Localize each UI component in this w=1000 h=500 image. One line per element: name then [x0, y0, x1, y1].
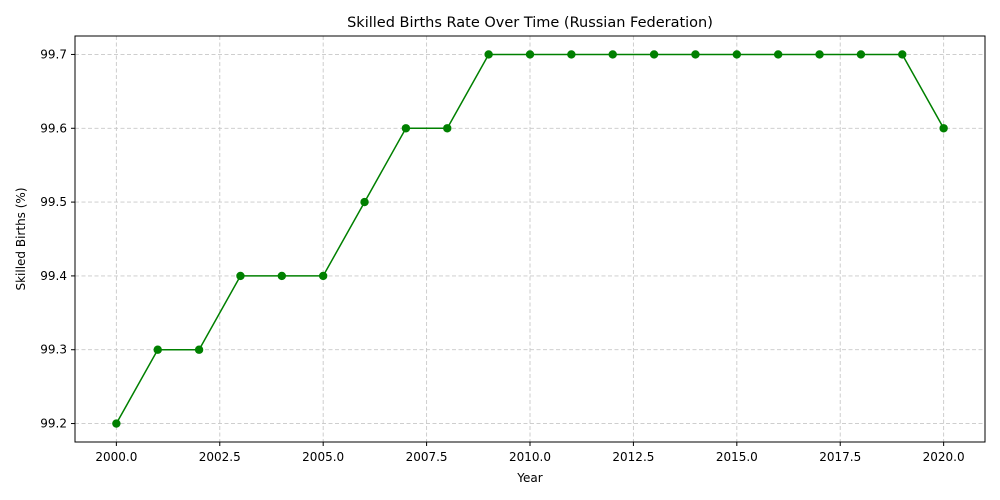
grid [75, 36, 985, 442]
x-tick-label: 2002.5 [199, 450, 241, 464]
data-point [691, 50, 700, 59]
data-point [567, 50, 576, 59]
y-axis: 99.2 99.3 99.4 99.5 99.6 99.7 [40, 47, 75, 431]
series-group [112, 50, 948, 428]
data-point [153, 345, 162, 354]
data-point [318, 271, 328, 281]
y-tick-label: 99.7 [40, 47, 67, 61]
data-point [525, 50, 535, 59]
data-point [236, 271, 245, 281]
data-point [112, 419, 121, 428]
y-tick-label: 99.5 [40, 195, 67, 209]
x-tick-label: 2017.5 [819, 450, 861, 464]
y-tick-label: 99.6 [40, 121, 67, 135]
y-tick-label: 99.2 [40, 417, 67, 431]
chart-title: Skilled Births Rate Over Time (Russian F… [347, 15, 713, 31]
x-axis: 2000.0 2002.5 2005.0 2007.5 2010.0 2012.5 2015… [95, 442, 965, 464]
y-axis-label: Skilled Births (%) [14, 187, 28, 290]
x-axis-label: Year [516, 471, 542, 485]
data-point [815, 50, 824, 59]
data-point [194, 345, 204, 354]
data-point [939, 124, 948, 133]
x-tick-label: 2012.5 [612, 450, 654, 464]
x-tick-label: 2007.5 [406, 450, 448, 464]
x-tick-label: 2015.0 [716, 450, 758, 464]
x-tick-label: 2020.0 [923, 450, 965, 464]
x-tick-label: 2000.0 [95, 450, 137, 464]
y-tick-label: 99.4 [40, 269, 67, 283]
data-point [898, 50, 907, 59]
data-point [608, 50, 617, 59]
data-point [856, 50, 866, 59]
data-point [277, 271, 287, 281]
x-tick-label: 2005.0 [302, 450, 344, 464]
data-point [401, 124, 411, 133]
data-point [360, 197, 369, 207]
data-point [732, 50, 742, 59]
data-point [773, 50, 783, 59]
y-tick-label: 99.3 [40, 343, 67, 357]
data-point [443, 124, 452, 133]
data-point [649, 50, 659, 59]
x-tick-label: 2010.0 [509, 450, 551, 464]
data-point [484, 50, 493, 59]
